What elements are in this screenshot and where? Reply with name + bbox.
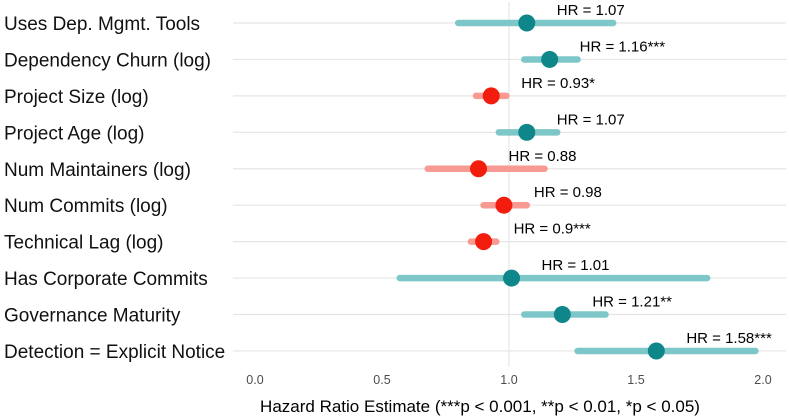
point-marker	[503, 269, 521, 287]
category-label: Project Size (log)	[4, 87, 149, 108]
x-axis-title: Hazard Ratio Estimate (***p < 0.001, **p…	[260, 397, 700, 416]
x-tick-label: 0.0	[246, 373, 263, 387]
category-label: Governance Maturity	[4, 306, 181, 327]
point-marker	[541, 50, 559, 68]
hr-annotation: HR = 0.98	[534, 184, 602, 201]
hr-annotation: HR = 1.07	[557, 111, 625, 128]
category-label: Uses Dep. Mgmt. Tools	[4, 14, 200, 35]
hr-annotation: HR = 1.01	[542, 257, 610, 274]
rows-layer: HR = 1.07 Uses Dep. Mgmt. Tools HR = 1.16*…	[4, 2, 772, 363]
hr-annotation: HR = 0.88	[509, 148, 577, 165]
category-label: Project Age (log)	[4, 123, 144, 144]
hr-annotation: HR = 0.93*	[521, 75, 595, 92]
point-marker	[495, 196, 513, 214]
category-label: Detection = Explicit Notice	[4, 342, 225, 363]
x-tick-label: 1.5	[627, 373, 644, 387]
hr-annotation: HR = 1.07	[557, 2, 625, 19]
hr-annotation: HR = 1.21**	[592, 294, 672, 311]
point-marker	[647, 342, 665, 360]
point-marker	[553, 306, 571, 324]
category-label: Num Maintainers (log)	[4, 160, 191, 181]
point-marker	[518, 123, 536, 141]
x-tick-label: 1.0	[500, 373, 517, 387]
category-label: Dependency Churn (log)	[4, 50, 211, 71]
hr-annotation: HR = 1.16***	[580, 38, 666, 55]
hr-annotation: HR = 1.58***	[686, 330, 772, 347]
grid-layer	[233, 2, 786, 367]
x-tick-label: 2.0	[754, 373, 771, 387]
point-marker	[518, 14, 536, 32]
point-marker	[470, 160, 488, 178]
hr-annotation: HR = 0.9***	[514, 221, 591, 238]
category-label: Has Corporate Commits	[4, 269, 208, 290]
x-tick-label: 0.5	[373, 373, 390, 387]
category-label: Technical Lag (log)	[4, 233, 163, 254]
category-label: Num Commits (log)	[4, 196, 168, 217]
point-marker	[475, 233, 493, 251]
point-marker	[482, 87, 500, 105]
axis-layer: 0.0 0.5 1.0 1.5 2.0	[246, 373, 771, 387]
